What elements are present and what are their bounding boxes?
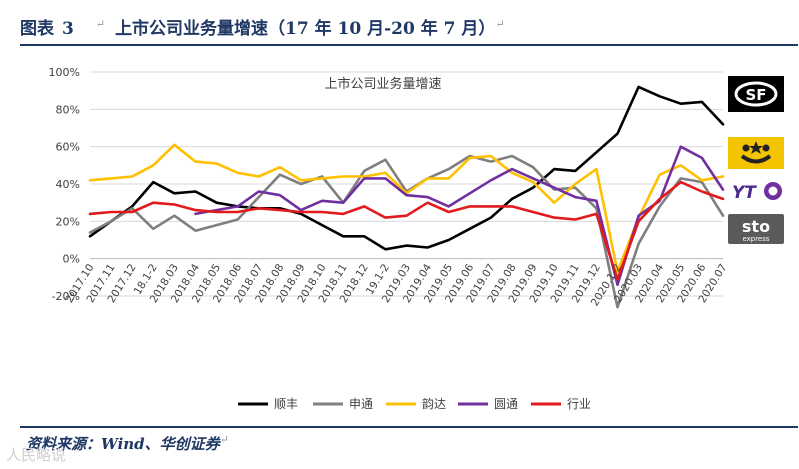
source-note: 资料来源：Wind、华创证券↵ (26, 433, 229, 454)
paragraph-mark-icon: ↵ (495, 17, 505, 31)
chart-title: 上市公司业务量增速 (324, 76, 441, 92)
paragraph-mark-icon: ↵ (219, 433, 229, 446)
legend-item-顺丰: 顺丰 (238, 397, 298, 411)
legend-label: 行业 (567, 397, 591, 411)
y-tick-label: 20% (56, 215, 80, 228)
series-line-行业 (88, 180, 725, 281)
y-tick-label: 40% (56, 178, 80, 191)
legend: 顺丰 申通 韵达 圆通 行业 (238, 396, 591, 411)
watermark: 人民略说 (6, 446, 67, 464)
sf-logo-text: SF (745, 86, 766, 104)
y-tick-label: 60% (56, 141, 80, 154)
y-axis-ticks: -20% 0% 20% 40% 60% 80% 100% (49, 66, 80, 303)
footer-rule (20, 426, 798, 428)
figure-header: 图表 3 ↵ 上市公司业务量增速（17 年 10 月-20 年 7 月）↵ (0, 0, 799, 48)
legend-item-申通: 申通 (313, 397, 373, 411)
legend-label: 申通 (349, 397, 373, 411)
gridlines (90, 71, 723, 297)
figure-number: 3 (62, 19, 74, 39)
sto-logo: sto express (728, 214, 784, 244)
y-tick-label: 100% (49, 66, 80, 79)
y-tick-label: -20% (52, 290, 80, 303)
paragraph-mark-icon: ↵ (95, 17, 106, 31)
legend-item-圆通: 圆通 (458, 397, 518, 411)
legend-item-行业: 行业 (531, 397, 591, 411)
legend-label: 圆通 (494, 397, 518, 411)
legend-label: 韵达 (422, 396, 446, 411)
header-rule (20, 44, 798, 46)
sf-express-logo: SF (728, 76, 784, 112)
source-text: 资料来源：Wind、华创证券 (26, 435, 220, 453)
line-chart: 上市公司业务量增速 -20% 0% 20% 40% 60% 80% 100% 2017.10… (49, 66, 730, 411)
series-line-顺丰 (88, 85, 725, 251)
yto-logo-text: YT (732, 183, 757, 203)
figure-title: 图表 3 ↵ 上市公司业务量增速（17 年 10 月-20 年 7 月）↵ (20, 14, 505, 39)
y-tick-label: 80% (56, 103, 80, 116)
figure-label: 图表 (20, 19, 54, 39)
yto-logo: YT (732, 182, 782, 203)
legend-item-韵达: 韵达 (386, 396, 446, 411)
legend-label: 顺丰 (274, 397, 298, 411)
yunda-logo (728, 137, 784, 169)
y-tick-label: 0% (63, 253, 80, 266)
sto-logo-text: sto (742, 217, 770, 236)
x-axis-ticks: 2017.102017.112017.1218.1-22018.032018.0… (63, 262, 729, 309)
figure-title-text: 上市公司业务量增速（17 年 10 月-20 年 7 月） (115, 19, 496, 39)
series-lines (88, 85, 725, 309)
series-line-韵达 (88, 143, 725, 273)
sto-logo-subtext: express (742, 235, 769, 243)
